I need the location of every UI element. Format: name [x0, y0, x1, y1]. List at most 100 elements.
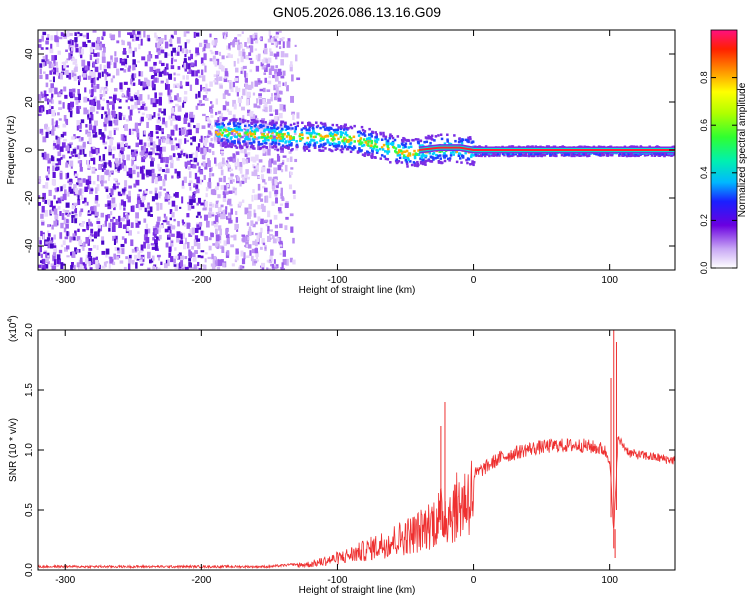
spectrogram-cell: [318, 149, 322, 152]
spectrogram-cell: [281, 36, 285, 40]
spectrogram-cell: [424, 163, 427, 166]
spectrogram-cell: [188, 119, 192, 122]
spectrogram-cell: [157, 256, 160, 261]
spectrogram-cell: [64, 209, 68, 215]
spectrogram-cell: [637, 153, 641, 157]
spectrogram-cell: [252, 144, 255, 148]
spectrogram-cell: [417, 153, 421, 156]
spectrogram-cell: [213, 220, 217, 224]
spectrogram-cell: [119, 58, 123, 64]
spectrogram-cell: [197, 143, 201, 148]
spectrogram-cell: [101, 56, 106, 63]
spectrogram-cell: [264, 142, 268, 145]
spectrogram-cell: [237, 44, 241, 50]
spectrogram-cell: [217, 194, 221, 199]
spectrogram-cell: [274, 224, 279, 229]
spectrogram-cell: [206, 117, 210, 121]
spectrogram-cell: [149, 190, 153, 194]
spectrogram-cell: [41, 205, 45, 213]
spectrogram-cell: [39, 68, 42, 75]
spectrogram-cell: [173, 125, 178, 129]
spectrogram-cell: [102, 98, 105, 102]
spectrogram-cell: [162, 146, 166, 152]
spectrogram-cell: [155, 131, 159, 134]
spectrogram-cell: [260, 62, 264, 67]
spectrogram-cell: [438, 150, 442, 153]
spectrogram-cell: [68, 144, 72, 149]
spectrogram-cell: [224, 209, 228, 215]
spectrogram-cell: [44, 209, 49, 217]
spectrogram-cell: [272, 238, 277, 244]
spectrogram-cell: [420, 154, 424, 158]
spectrogram-cell: [193, 239, 198, 247]
spectrogram-cell: [520, 154, 524, 157]
spectrogram-cell: [288, 127, 291, 130]
spectrogram-cell: [332, 144, 336, 148]
spectrogram-cell: [183, 152, 187, 157]
spectrogram-cell: [292, 136, 296, 140]
spectrogram-cell: [211, 214, 215, 217]
spectrogram-cell: [88, 218, 91, 225]
spectrogram-cell: [95, 134, 98, 138]
spectrogram-cell: [280, 75, 285, 79]
spectrogram-cell: [567, 153, 570, 156]
spectrogram-cell: [51, 178, 56, 186]
spectrogram-cell: [286, 127, 289, 130]
spectrogram-cell: [209, 33, 212, 38]
spectrogram-cell: [282, 108, 287, 112]
spectrogram-cell: [69, 32, 73, 36]
spectrogram-cell: [96, 203, 100, 207]
spectrogram-cell: [187, 63, 191, 70]
spectrogram-cell: [243, 252, 246, 260]
spectrogram-cell: [288, 143, 291, 147]
spectrogram-cell: [242, 65, 247, 69]
spectrogram-cell: [121, 157, 125, 162]
spectrogram-cell: [205, 83, 208, 89]
spectrogram-cell: [150, 157, 154, 162]
spectrogram-cell: [253, 169, 258, 177]
spectrogram-cell: [582, 152, 585, 156]
spectrogram-cell: [160, 261, 163, 266]
spectrogram-cell: [254, 80, 259, 87]
spectrogram-cell: [448, 159, 451, 162]
spectrogram-cell: [407, 158, 410, 161]
spectrogram-cell: [182, 75, 186, 80]
spectrogram-cell: [284, 225, 288, 230]
spectrogram-cell: [406, 165, 409, 168]
spectrogram-cell: [195, 184, 199, 190]
spectrogram-cell: [122, 137, 126, 142]
spectrogram-cell: [268, 191, 272, 199]
spectrogram-cell: [307, 132, 311, 135]
spectrogram-cell: [156, 225, 159, 232]
spectrogram-cell: [418, 144, 422, 147]
spectrogram-cell: [176, 231, 181, 238]
spectrogram-cell: [89, 89, 92, 94]
spectrogram-cell: [329, 131, 333, 135]
spectrogram-cell: [114, 157, 118, 164]
spectrogram-cell: [123, 81, 128, 85]
spectrogram-cell: [244, 124, 247, 128]
spectrogram-cell: [280, 59, 284, 66]
spectrogram-cell: [344, 131, 348, 134]
spectrogram-cell: [66, 30, 70, 38]
spectrogram-cell: [618, 154, 621, 157]
spectrogram-cell: [293, 194, 296, 200]
spectrogram-cell: [294, 132, 297, 136]
spectrogram-cell: [187, 166, 191, 170]
spectrogram-cell: [176, 46, 181, 52]
spectrogram-cell: [291, 147, 294, 151]
spectrogram-cell: [253, 124, 257, 128]
spectrogram-cell: [48, 233, 51, 237]
spectrogram-cell: [68, 156, 72, 159]
spectrogram-cell: [316, 124, 320, 128]
spectrogram-cell: [299, 139, 302, 143]
spectrogram-cell: [107, 73, 111, 77]
spectrogram-cell: [169, 209, 173, 215]
spectrogram-cell: [197, 103, 201, 106]
spectrogram-cell: [274, 180, 278, 186]
spectrogram-cell: [368, 137, 372, 141]
spectrogram-cell: [145, 188, 148, 192]
spectrogram-cell: [277, 83, 281, 87]
spectrogram-cell: [60, 32, 64, 37]
